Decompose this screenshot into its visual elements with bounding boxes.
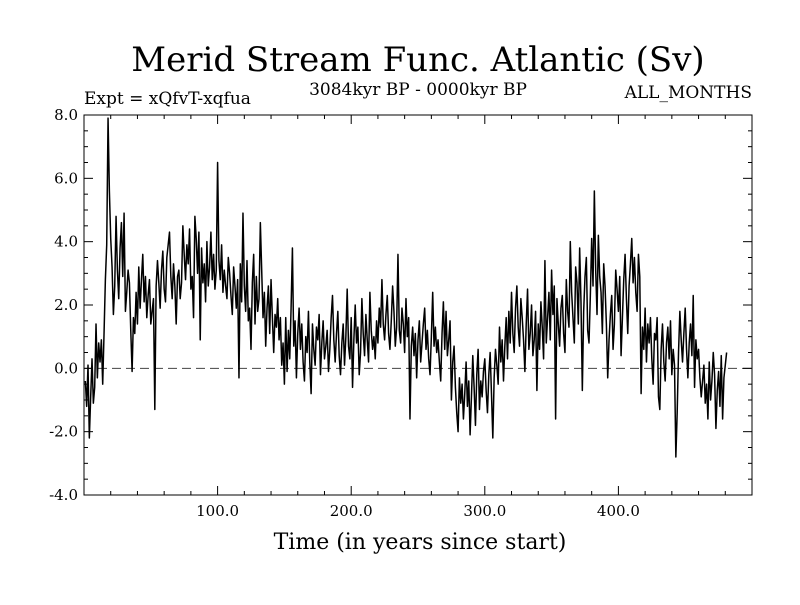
x-tick-label: 400.0 bbox=[597, 502, 640, 520]
x-axis-title: Time (in years since start) bbox=[274, 530, 567, 555]
chart-title: Merid Stream Func. Atlantic (Sv) bbox=[131, 40, 704, 80]
y-tick-label: 4.0 bbox=[54, 233, 78, 251]
series-line bbox=[84, 117, 728, 458]
x-tick-label: 200.0 bbox=[330, 502, 373, 520]
x-tick-label: 300.0 bbox=[463, 502, 506, 520]
plot-frame bbox=[83, 114, 753, 496]
plot-area: -4.0 -2.0 0.0 2.0 4.0 6.0 8.0 100.0 200.0 300.0 40… bbox=[49, 106, 753, 520]
y-tick-label: 8.0 bbox=[54, 106, 78, 124]
x-tick-label: 100.0 bbox=[196, 502, 239, 520]
y-tick-label: -4.0 bbox=[49, 486, 78, 504]
experiment-label: Expt = xQfvT-xqfua bbox=[84, 89, 251, 109]
y-tick-label: 0.0 bbox=[54, 359, 78, 377]
y-tick-label: 2.0 bbox=[54, 296, 78, 314]
months-label: ALL_MONTHS bbox=[624, 83, 752, 103]
y-tick-label: -2.0 bbox=[49, 423, 78, 441]
y-tick-label: 6.0 bbox=[54, 169, 78, 187]
time-range-label: 3084kyr BP - 0000kyr BP bbox=[309, 80, 527, 100]
